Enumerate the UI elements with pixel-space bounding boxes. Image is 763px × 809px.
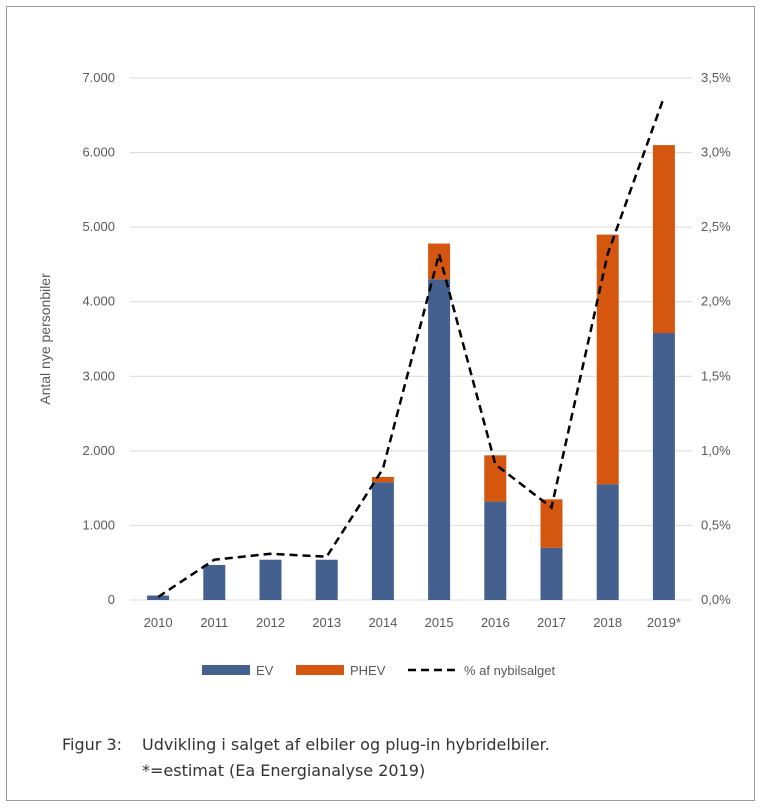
legend-swatch-ev: [202, 665, 250, 675]
y2-axis-ticks: 0,0% 0,5% 1,0% 1,5% 2,0% 2,5% 3,0% 3,5%: [701, 70, 731, 607]
y2-tick-label: 1,0%: [701, 443, 731, 458]
x-tick-label: 2015: [425, 615, 454, 630]
bar-phev: [371, 476, 394, 483]
x-axis-ticks: 2010 2011 2012 2013 2014 2015 2016 2017 2018 2019…: [144, 615, 681, 630]
y2-tick-label: 2,0%: [701, 294, 731, 309]
x-tick-label: 2011: [200, 615, 228, 630]
y-axis-ticks: 0 1.000 2.000 3.000 4.000 5.000 6.000 7.000: [82, 70, 115, 607]
y-tick-label: 2.000: [82, 443, 115, 458]
y-tick-label: 4.000: [82, 294, 115, 309]
x-tick-label: 2019*: [647, 615, 681, 630]
x-tick-label: 2013: [312, 615, 341, 630]
y-tick-label: 1.000: [82, 517, 115, 532]
x-tick-label: 2017: [537, 615, 566, 630]
y-tick-label: 6.000: [82, 145, 115, 160]
y2-tick-label: 1,5%: [701, 368, 731, 383]
x-tick-label: 2016: [481, 615, 510, 630]
x-tick-label: 2018: [593, 615, 622, 630]
bar-phev: [652, 145, 675, 334]
y-tick-label: 3.000: [82, 368, 115, 383]
y2-tick-label: 0,0%: [701, 592, 731, 607]
figure-frame: [6, 6, 755, 801]
y-axis-title: Antal nye personbiler: [37, 273, 53, 405]
bar-ev: [596, 484, 619, 600]
caption-line2: *=estimat (Ea Energianalyse 2019): [142, 761, 426, 780]
legend-label-phev: PHEV: [350, 663, 386, 678]
bar-ev: [540, 547, 563, 600]
bar-ev: [428, 279, 451, 600]
percent-line-path: [157, 96, 666, 599]
legend-swatch-phev: [296, 665, 344, 675]
y2-tick-label: 2,5%: [701, 219, 731, 234]
caption-line1: Udvikling i salget af elbiler og plug-in…: [142, 735, 550, 754]
bar-ev: [147, 595, 170, 600]
figure-caption: Figur 3: Udvikling i salget af elbiler o…: [62, 732, 550, 784]
legend: EV PHEV % af nybilsalget: [202, 663, 555, 678]
percent-line: [157, 96, 666, 599]
bar-ev: [259, 559, 282, 600]
bar-phev: [596, 234, 619, 485]
y-tick-label: 5.000: [82, 219, 115, 234]
bar-ev: [371, 482, 394, 600]
x-tick-label: 2010: [144, 615, 173, 630]
bar-ev: [203, 564, 226, 600]
legend-label-percent: % af nybilsalget: [464, 663, 555, 678]
sales-chart: 0 1.000 2.000 3.000 4.000 5.000 6.000 7.000 0,0…: [37, 70, 731, 678]
bar-ev: [315, 559, 338, 600]
bars: [147, 145, 675, 600]
bar-ev: [652, 333, 675, 600]
bar-phev: [540, 499, 563, 548]
y-tick-label: 0: [108, 592, 115, 607]
y-tick-label: 7.000: [82, 70, 115, 85]
y2-tick-label: 3,5%: [701, 70, 731, 85]
y2-tick-label: 3,0%: [701, 145, 731, 160]
legend-label-ev: EV: [256, 663, 274, 678]
x-tick-label: 2012: [256, 615, 285, 630]
caption-label: Figur 3:: [62, 735, 123, 754]
bar-phev: [428, 243, 451, 280]
x-tick-label: 2014: [368, 615, 397, 630]
bar-phev: [484, 455, 507, 502]
bar-ev: [484, 501, 507, 600]
y2-tick-label: 0,5%: [701, 517, 731, 532]
